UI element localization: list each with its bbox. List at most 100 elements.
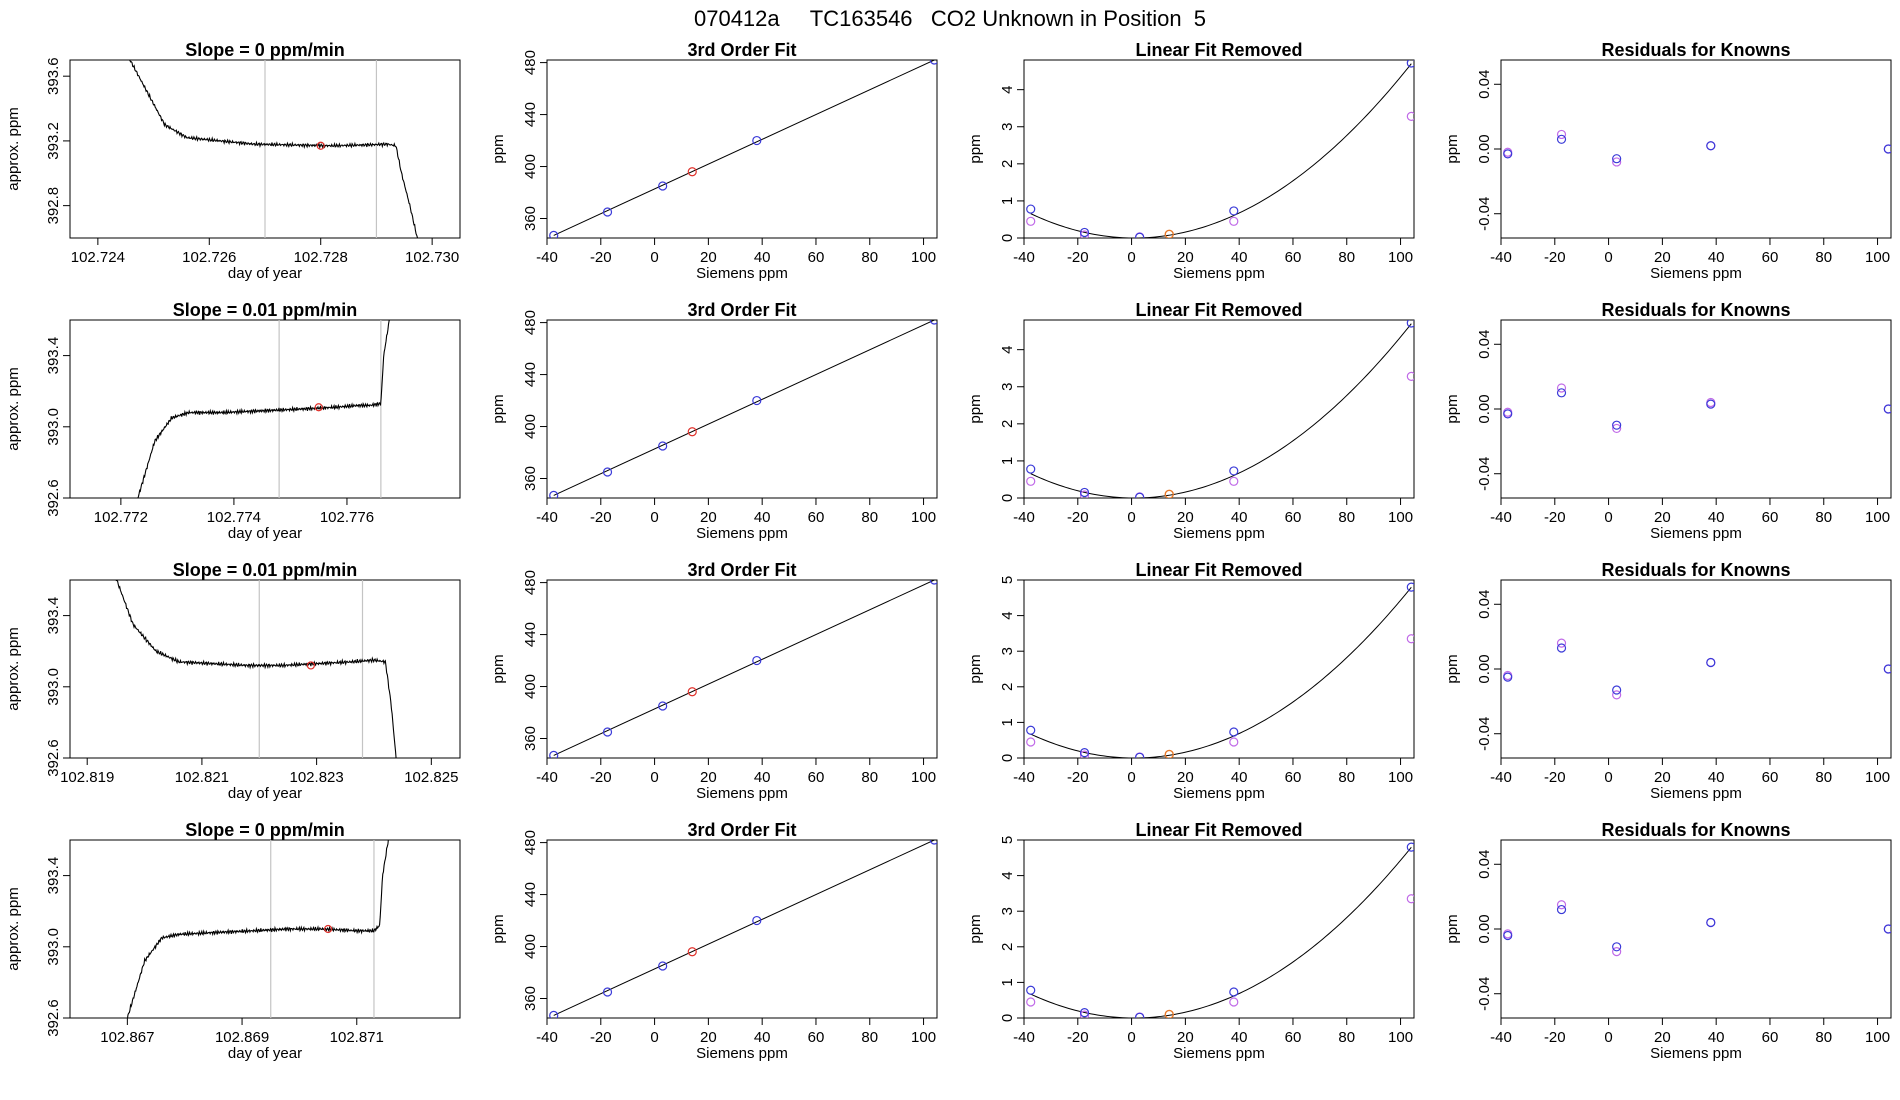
x-tick-label: 80: [861, 509, 878, 526]
y-tick-label: 1: [999, 718, 1016, 726]
y-tick-label: 393.4: [45, 857, 62, 895]
known-point-alt: [1026, 737, 1036, 747]
y-tick-label: 0.04: [1476, 70, 1493, 99]
y-axis-label: ppm: [967, 394, 984, 423]
y-axis-label: approx. ppm: [5, 107, 22, 190]
known-point: [752, 135, 762, 146]
panel-title: Residuals for Knowns: [1601, 820, 1790, 840]
x-tick-label: 40: [1708, 1029, 1725, 1046]
panel-title: Residuals for Knowns: [1601, 300, 1790, 320]
known-point: [1079, 487, 1090, 498]
x-tick-label: 100: [1865, 509, 1890, 526]
x-tick-label: 80: [1815, 769, 1832, 786]
y-tick-label: 2: [999, 943, 1016, 951]
known-point: [1406, 60, 1414, 68]
known-point: [1026, 985, 1036, 995]
y-tick-label: 2: [999, 420, 1016, 428]
x-tick-label: 40: [1231, 769, 1248, 786]
known-point: [1079, 748, 1090, 758]
known-point: [602, 467, 613, 477]
plot-area: [549, 580, 937, 758]
known-point: [1406, 842, 1414, 852]
known-point: [1026, 204, 1036, 214]
residual-point: [1883, 924, 1891, 934]
x-tick-label: 40: [754, 509, 771, 526]
x-tick-label: 102.821: [175, 769, 229, 786]
y-tick-label: 480: [522, 830, 539, 855]
x-tick-label: 60: [808, 249, 825, 266]
known-point: [929, 580, 937, 585]
y-tick-label: 1: [999, 978, 1016, 986]
plot-area: [115, 580, 397, 758]
y-tick-label: 440: [522, 362, 539, 387]
known-point-alt: [1026, 476, 1036, 486]
x-tick-label: 20: [1654, 509, 1671, 526]
residual-point: [1556, 643, 1567, 653]
residual-point-alt: [1612, 947, 1622, 957]
x-tick-label: -40: [1490, 769, 1512, 786]
y-axis-label: ppm: [1444, 134, 1461, 163]
residual-point: [1883, 144, 1891, 154]
x-tick-label: -40: [1013, 249, 1035, 266]
x-tick-label: -20: [1067, 249, 1089, 266]
x-tick-label: 60: [1285, 769, 1302, 786]
x-tick-label: 102.776: [320, 509, 374, 526]
fit-curve: [1030, 63, 1412, 238]
plot-frame: [1023, 319, 1415, 499]
x-tick-label: 80: [1815, 509, 1832, 526]
residual-point-alt: [1556, 638, 1567, 648]
known-point-alt: [1229, 216, 1239, 226]
y-tick-label: 480: [522, 570, 539, 595]
x-axis-label: Siemens ppm: [1650, 265, 1742, 282]
known-point: [929, 60, 937, 65]
mean-point: [306, 661, 315, 670]
residual-point: [1612, 420, 1622, 430]
known-point: [549, 750, 559, 758]
y-tick-label: 400: [522, 674, 539, 699]
y-tick-label: 4: [999, 345, 1016, 353]
y-tick-label: 1: [999, 197, 1016, 205]
x-tick-label: 100: [911, 249, 936, 266]
y-tick-label: -0.04: [1476, 457, 1493, 491]
residual-point: [1706, 141, 1716, 151]
x-tick-label: 40: [1708, 769, 1725, 786]
x-tick-label: 102.871: [330, 1029, 384, 1046]
x-tick-label: 80: [1338, 249, 1355, 266]
known-point: [1229, 727, 1239, 737]
plot-frame: [546, 319, 938, 499]
x-tick-label: 0: [1127, 769, 1135, 786]
residual-point-alt: [1612, 423, 1622, 434]
fit-line: [553, 580, 935, 756]
x-tick-label: 102.819: [60, 769, 114, 786]
x-tick-label: 80: [1815, 1029, 1832, 1046]
x-tick-label: 102.869: [215, 1029, 269, 1046]
known-point: [658, 181, 668, 191]
x-tick-label: 40: [1708, 249, 1725, 266]
x-axis-label: Siemens ppm: [696, 1045, 788, 1062]
known-point: [1229, 987, 1239, 997]
residual-point: [1883, 664, 1891, 674]
y-tick-label: 392.6: [45, 479, 62, 517]
known-point-alt: [1026, 216, 1036, 226]
plot-area: [126, 840, 389, 1018]
x-axis-label: Siemens ppm: [1650, 1045, 1742, 1062]
known-point: [1135, 752, 1145, 758]
plot-frame: [69, 839, 461, 1019]
y-tick-label: 3: [999, 647, 1016, 655]
plot-area: [1503, 900, 1891, 957]
y-axis-label: approx. ppm: [5, 887, 22, 970]
known-point: [1135, 1012, 1145, 1018]
x-tick-label: 0: [1604, 769, 1612, 786]
x-tick-label: 40: [1231, 509, 1248, 526]
known-point: [549, 230, 559, 238]
panel-2-3: Linear Fit Removed -40 -20 0 20 40 60 80 100 0 1 2 3…: [967, 300, 1415, 542]
panel-3-1: Slope = 0.01 ppm/min 102.819 102.821 102.82…: [5, 560, 461, 802]
x-tick-label: 20: [1654, 769, 1671, 786]
panel-4-1: Slope = 0 ppm/min 102.867 102.869 102.871 39…: [5, 820, 461, 1062]
y-tick-label: 360: [522, 986, 539, 1011]
x-tick-label: -20: [1544, 1029, 1566, 1046]
unknown-point: [1164, 229, 1174, 238]
known-point: [658, 441, 668, 451]
known-point: [602, 207, 613, 217]
y-tick-label: 0.04: [1476, 590, 1493, 619]
